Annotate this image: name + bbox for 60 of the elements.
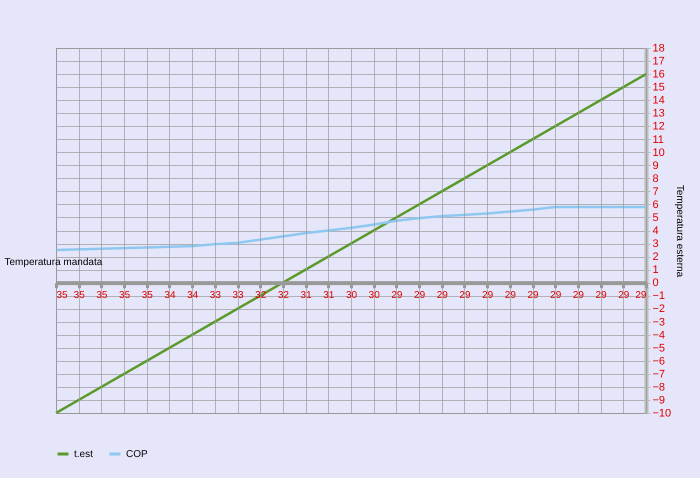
- y-tick-label: 7: [652, 186, 659, 198]
- x-tick-label: 29: [635, 290, 647, 302]
- x-tick-label: 35: [96, 290, 108, 302]
- x-tick-label: 35: [142, 290, 154, 302]
- x-tick-label: 33: [210, 290, 222, 302]
- y-tick-label: −9: [652, 394, 666, 406]
- y-tick-label: 6: [652, 198, 659, 211]
- y-tick-label: 13: [652, 108, 665, 120]
- x-tick-label: 35: [119, 290, 131, 302]
- y-tick-label: 12: [652, 120, 665, 133]
- y-tick-label: 1: [652, 264, 659, 276]
- legend-label: COP: [126, 449, 148, 460]
- x-tick-label: 35: [74, 290, 86, 302]
- y-tick-label: 11: [652, 134, 664, 146]
- x-tick-label: 29: [504, 290, 516, 302]
- x-tick-label: 29: [436, 290, 448, 302]
- x-tick-label: 32: [278, 290, 290, 302]
- x-axis-title: Temperatura mandata: [4, 257, 103, 268]
- x-tick-label: 31: [323, 290, 335, 302]
- x-tick-label: 30: [346, 290, 358, 302]
- y-tick-label: 9: [652, 160, 659, 172]
- y-tick-label: −8: [652, 381, 666, 394]
- y-axis-title: Temperatura esterna: [674, 184, 686, 278]
- x-tick-label: 33: [232, 290, 244, 302]
- y-tick-label: 14: [652, 94, 665, 107]
- y-tick-label: −10: [652, 408, 672, 420]
- x-tick-label: 29: [414, 290, 426, 302]
- y-tick-label: −1: [652, 290, 666, 302]
- x-tick-label: 29: [482, 290, 494, 302]
- y-tick-label: 4: [652, 225, 659, 237]
- y-tick-label: 18: [652, 42, 665, 54]
- y-tick-label: −6: [652, 355, 666, 368]
- x-tick-label: 29: [550, 290, 562, 302]
- y-tick-label: −4: [652, 329, 666, 342]
- y-tick-label: 16: [652, 68, 665, 81]
- line-series: [54, 206, 648, 252]
- x-tick-label: 30: [368, 290, 380, 302]
- x-tick-label: 34: [164, 290, 176, 302]
- y-tick-label: 8: [652, 172, 659, 185]
- y-tick-label: 15: [652, 82, 665, 94]
- y-tick-label: 2: [652, 251, 659, 264]
- y-tick-label: 17: [652, 56, 665, 68]
- y-tick-label: 3: [652, 238, 659, 250]
- y-tick-label: −7: [652, 368, 666, 380]
- x-tick-label: 35: [56, 290, 68, 302]
- y-tick-label: −2: [652, 303, 666, 316]
- y-tick-label: −3: [652, 316, 666, 328]
- y-tick-label: 0: [652, 277, 659, 290]
- y-tick-label: −5: [652, 342, 666, 354]
- x-tick-label: 29: [618, 290, 630, 302]
- y-tick-label: 10: [652, 146, 665, 159]
- legend-label: t.est: [74, 449, 94, 460]
- x-tick-label: 31: [300, 290, 312, 302]
- y-tick-label: 5: [652, 212, 659, 224]
- x-tick-label: 29: [391, 290, 403, 302]
- x-tick-label: 29: [572, 290, 584, 302]
- x-tick-label: 29: [527, 290, 540, 302]
- x-tick-label: 29: [459, 290, 471, 302]
- x-tick-label: 29: [596, 290, 608, 302]
- x-tick-label: 34: [187, 290, 199, 302]
